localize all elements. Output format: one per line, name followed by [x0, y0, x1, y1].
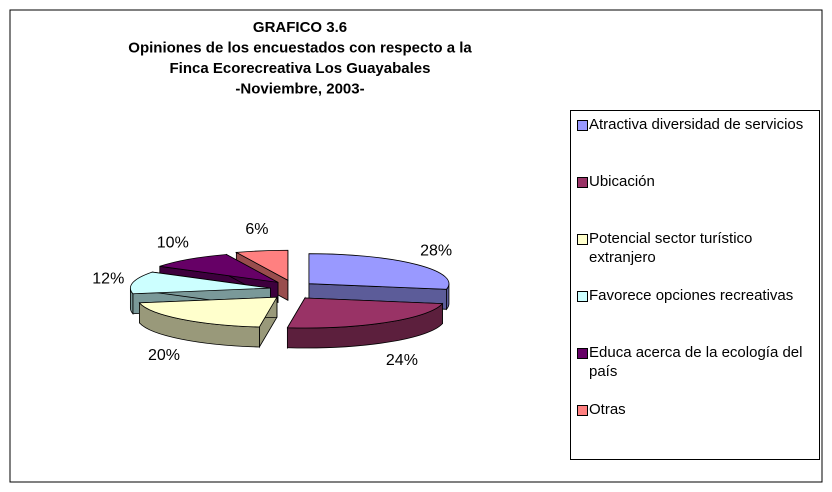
- legend-label: Educa acerca de la ecología del país: [589, 344, 803, 380]
- legend-label: Potencial sector turístico extranjero: [589, 230, 753, 266]
- slice-top: [234, 249, 289, 281]
- slice-top: [138, 296, 278, 328]
- title: GRAFICO 3.6 Opiniones de los encuestados …: [128, 19, 472, 98]
- data-label: 6%: [245, 221, 268, 238]
- legend-item: Educa acerca de la ecología del país: [571, 343, 819, 400]
- legend-item: Potencial sector turístico extranjero: [571, 229, 819, 286]
- legend-label: Ubicación: [589, 173, 655, 190]
- pie-slice: [138, 295, 278, 349]
- chart-title: Opiniones de los encuestados con respect…: [128, 40, 472, 57]
- chart-title: Finca Ecorecreativa Los Guayabales: [170, 60, 431, 77]
- pie-slice: [286, 296, 444, 350]
- legend-swatch: [577, 120, 588, 131]
- legend-swatch: [577, 405, 588, 416]
- legend-swatch: [577, 177, 588, 188]
- chart-title: -Noviembre, 2003-: [235, 81, 364, 98]
- legend-label: Favorece opciones recreativas: [589, 287, 794, 304]
- legend: Atractiva diversidad de servicios Ubicaci…: [570, 110, 820, 460]
- legend-label: Atractiva diversidad de servicios: [589, 116, 804, 133]
- slice-top: [308, 253, 450, 290]
- slice-top: [286, 297, 444, 329]
- legend-swatch: [577, 234, 588, 245]
- data-label: 10%: [157, 234, 189, 251]
- legend-item: Favorece opciones recreativas: [571, 286, 819, 343]
- slice-top: [130, 271, 271, 295]
- pie: 28% 24% 20% 12% 10% 6%: [92, 221, 452, 369]
- legend-item: Atractiva diversidad de servicios: [571, 115, 819, 172]
- chart-title: GRAFICO 3.6: [253, 19, 347, 36]
- data-label: 12%: [92, 270, 124, 287]
- data-label: 24%: [386, 352, 418, 369]
- data-label: 28%: [420, 243, 452, 260]
- slice-top: [159, 254, 279, 283]
- legend-swatch: [577, 348, 588, 359]
- legend-label: Otras: [589, 401, 626, 418]
- legend-item: Ubicación: [571, 172, 819, 229]
- legend-swatch: [577, 291, 588, 302]
- data-label: 20%: [148, 347, 180, 364]
- legend-item: Otras: [571, 400, 819, 457]
